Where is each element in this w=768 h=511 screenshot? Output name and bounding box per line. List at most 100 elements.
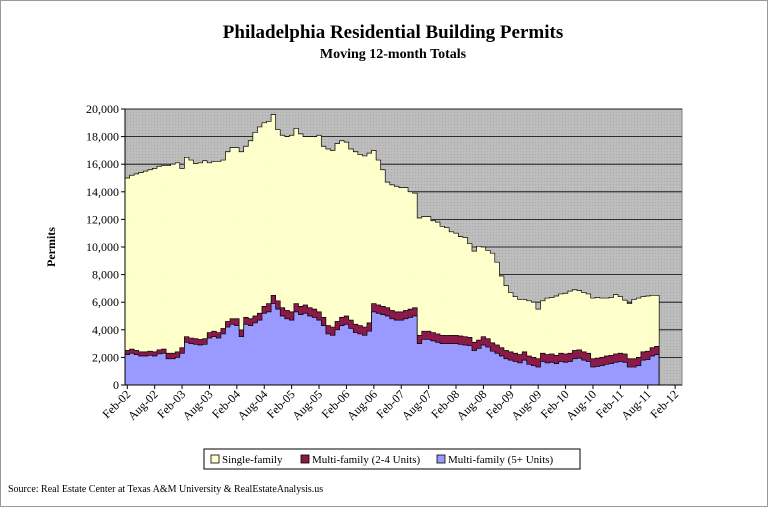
area-multi5-col [193, 344, 199, 385]
area-multi5-col [298, 314, 304, 385]
y-tick-label: 18,000 [86, 130, 119, 144]
area-multi24-col [284, 310, 290, 319]
x-tick-label: Aug-10 [563, 387, 599, 423]
area-multi24-col [513, 353, 518, 362]
area-single-col [503, 285, 509, 351]
area-multi24-col [298, 306, 304, 315]
area-multi24-col [599, 357, 605, 366]
area-single-col [289, 135, 295, 312]
area-multi24-col [558, 353, 564, 362]
area-single-col [471, 251, 477, 343]
area-single-col [517, 299, 523, 355]
area-multi5-col [444, 343, 450, 385]
area-multi24-col [316, 311, 322, 321]
area-multi24-col [371, 303, 377, 312]
area-multi5-col [408, 317, 413, 385]
area-multi5-col [289, 320, 295, 385]
area-multi24-col [545, 354, 550, 363]
area-multi24-col [385, 307, 391, 316]
area-single-col [353, 151, 359, 325]
area-multi24-col [344, 316, 350, 325]
area-multi24-col [266, 303, 272, 312]
area-single-col [357, 154, 363, 326]
area-multi5-col [522, 360, 528, 385]
area-multi5-col [257, 320, 263, 385]
area-multi24-col [293, 303, 299, 312]
area-multi24-col [179, 347, 185, 354]
area-multi24-col [156, 349, 162, 354]
area-single-col [535, 309, 541, 359]
area-multi24-col [312, 309, 318, 318]
area-multi5-col [198, 344, 203, 385]
area-single-col [430, 220, 436, 333]
area-multi24-col [394, 311, 400, 321]
area-multi5-col [654, 354, 660, 385]
x-tick-label: Aug-04 [235, 387, 271, 423]
area-multi24-col [595, 358, 601, 367]
area-multi5-col [412, 316, 418, 385]
area-multi24-col [193, 338, 199, 345]
area-multi24-col [535, 358, 541, 368]
area-single-col [563, 293, 569, 354]
y-tick-label: 2,000 [92, 350, 119, 364]
area-multi5-col [640, 360, 646, 385]
series-outline [125, 294, 682, 386]
area-single-col [572, 289, 578, 351]
area-multi5-col [156, 353, 162, 385]
area-single-col [398, 187, 404, 312]
area-single-col [166, 165, 172, 354]
area-single-col [193, 163, 199, 339]
area-single-col [522, 299, 528, 352]
area-multi5-col [398, 320, 404, 385]
area-multi5-col [417, 343, 423, 385]
area-multi5-col [312, 317, 318, 385]
area-multi5-col [440, 343, 445, 385]
area-single-col [376, 160, 382, 305]
area-single-col [586, 293, 592, 354]
area-single-col [220, 160, 226, 329]
area-multi24-col [650, 347, 655, 357]
area-multi5-col [138, 356, 144, 385]
area-multi24-col [471, 342, 477, 351]
area-multi24-col [252, 316, 258, 323]
y-tick-label: 14,000 [86, 185, 119, 199]
area-single-col [280, 135, 286, 308]
area-multi5-col [485, 347, 491, 385]
area-multi5-col [207, 338, 213, 385]
area-multi24-col [362, 327, 368, 336]
area-multi5-col [622, 362, 628, 385]
area-multi5-col [581, 360, 587, 385]
y-tick-label: 6,000 [92, 295, 119, 309]
area-multi24-col [161, 349, 167, 354]
area-single-col [248, 140, 254, 319]
area-multi24-col [636, 357, 642, 366]
area-single-col [380, 169, 386, 307]
area-multi24-col [563, 353, 569, 363]
area-multi5-col [494, 353, 500, 385]
area-multi5-col [430, 340, 436, 385]
area-single-col [366, 153, 372, 323]
area-multi24-col [481, 336, 487, 345]
y-tick-label: 8,000 [92, 268, 119, 282]
area-multi5-col [595, 366, 601, 385]
area-single-col [485, 250, 491, 339]
area-multi24-col [170, 353, 176, 359]
area-single-col [440, 226, 445, 336]
area-multi5-col [216, 338, 222, 385]
area-single-col [608, 297, 614, 356]
area-multi24-col [613, 353, 619, 363]
area-multi24-col [175, 351, 181, 358]
area-single-col [179, 168, 185, 348]
area-multi24-col [453, 335, 459, 344]
area-single-col [207, 162, 213, 333]
area-single-col [613, 294, 619, 354]
area-single-col [476, 246, 482, 341]
area-single-col [307, 136, 313, 308]
area-multi5-col [234, 325, 240, 385]
area-multi24-col [261, 306, 267, 314]
area-multi24-col [134, 350, 140, 355]
area-multi5-col [243, 324, 249, 385]
area-single-col [622, 300, 628, 354]
area-multi5-col [490, 351, 496, 385]
